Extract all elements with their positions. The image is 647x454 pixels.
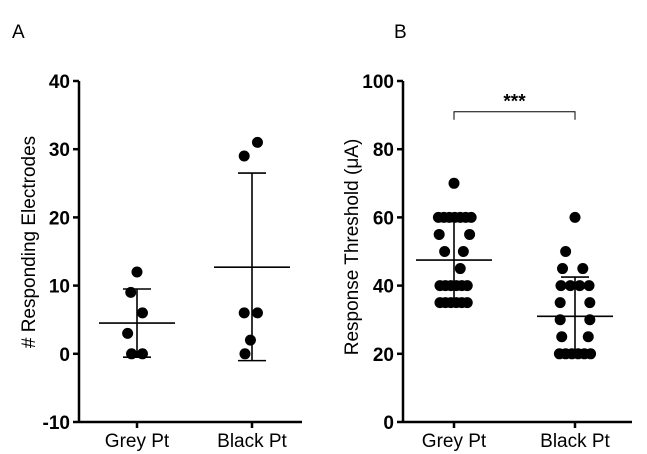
chart-b-data-point (556, 331, 568, 343)
chart-b-significance-label: *** (503, 92, 526, 113)
chart-a-data-point (131, 266, 143, 278)
chart-b-data-point (461, 280, 473, 292)
chart-a-ytick-label: 40 (49, 72, 70, 93)
chart-a-ytick-label: 10 (49, 277, 70, 298)
chart-a-data-point (238, 150, 250, 162)
chart-a-data-point (239, 348, 251, 360)
chart-b-data-point (454, 263, 466, 275)
chart-b-ytick-label: 0 (383, 413, 394, 434)
chart-a-category-label: Black Pt (217, 431, 287, 452)
chart-b-ytick-label: 80 (373, 140, 394, 161)
chart-a-ytick-label: 20 (49, 208, 70, 229)
chart-b-data-point (464, 228, 476, 240)
chart-b-data-point (585, 348, 597, 360)
chart-b-ytick-label: 60 (373, 208, 394, 229)
chart-a-ytick-label: -10 (43, 413, 70, 434)
chart-b-data-point (554, 297, 566, 309)
chart-b-data-point (461, 297, 473, 309)
chart-b-data-point (433, 228, 445, 240)
chart-a-ytick-label: 0 (59, 345, 70, 366)
chart-b-category-label: Black Pt (540, 431, 610, 452)
chart-b-data-point (564, 280, 576, 292)
chart-b-data-point (448, 177, 460, 189)
chart-b-data-point (560, 246, 572, 257)
chart-a: # Responding Electrodes -10 0 10 20 30 40 Grey… (19, 72, 302, 452)
chart-b-data-point (555, 280, 567, 292)
chart-b-significance-bracket (453, 111, 576, 120)
chart-b-data-point (583, 280, 595, 292)
chart-a-ylabel: # Responding Electrodes (19, 136, 40, 348)
chart-b-data-point (582, 331, 594, 343)
panel-label-b: B (394, 22, 407, 43)
chart-b-data-point (574, 280, 586, 292)
chart-a-data-point (251, 136, 263, 148)
chart-b-category-label: Grey Pt (422, 431, 487, 452)
chart-b-ytick-label: 40 (373, 277, 394, 298)
chart-a-data-point (122, 327, 134, 339)
chart-a-data-point (244, 334, 256, 346)
chart-b-data-point (557, 263, 569, 275)
chart-a-ytick-label: 30 (49, 140, 70, 161)
chart-b-data-point (584, 297, 596, 309)
chart-b-ylabel: Response Threshold (μA) (342, 139, 363, 356)
chart-b-data-point (439, 246, 451, 257)
chart-b-ytick-label: 100 (362, 72, 394, 93)
chart-a-data-point (251, 307, 263, 319)
chart-b-ytick-label: 20 (373, 345, 394, 366)
chart-a-data-point (136, 307, 148, 319)
chart-b-data-point (465, 211, 477, 223)
chart-b-data-point (577, 263, 589, 275)
panel-label-a: A (12, 22, 25, 43)
chart-b-data-point (457, 246, 469, 257)
chart-b: Response Threshold (μA) 0 20 40 60 80 100 Grey… (342, 72, 632, 452)
chart-b-data-point (569, 211, 581, 223)
chart-a-data-point (238, 307, 250, 319)
chart-a-category-label: Grey Pt (105, 431, 170, 452)
